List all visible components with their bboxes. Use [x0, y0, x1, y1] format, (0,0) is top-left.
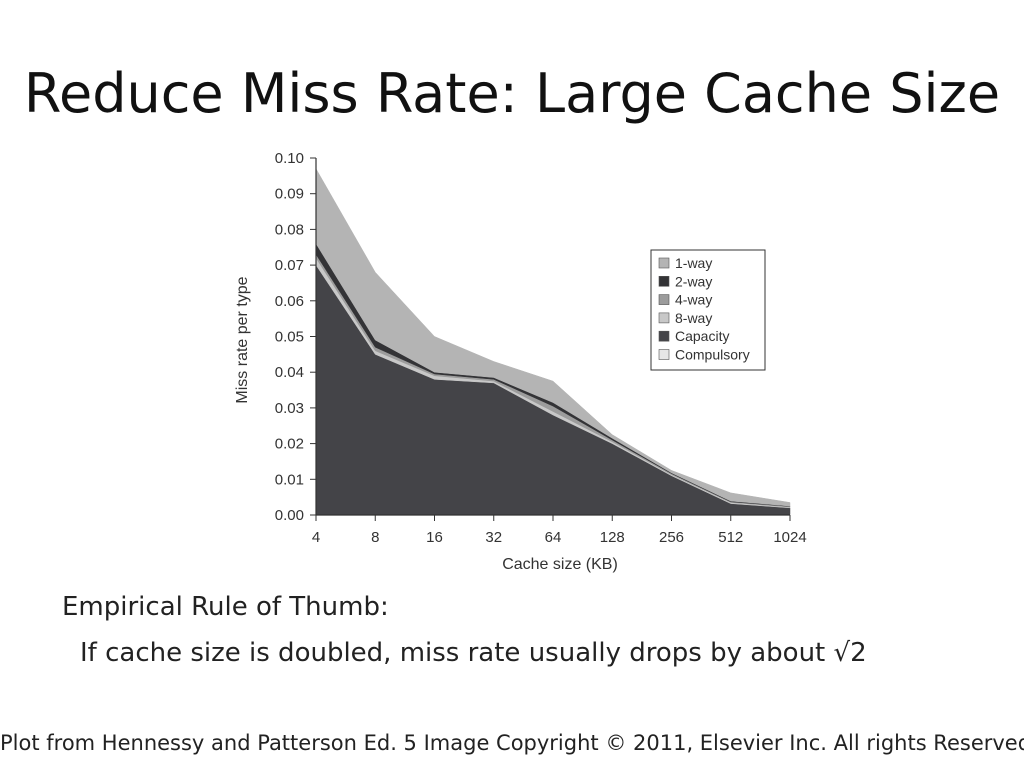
y-tick-label: 0.03 — [275, 400, 304, 417]
area-1-way — [315, 167, 791, 507]
y-tick-label: 0.01 — [275, 471, 304, 488]
slide-title: Reduce Miss Rate: Large Cache Size — [23, 62, 1001, 125]
y-tick-label: 0.02 — [275, 436, 304, 453]
rule-heading: Empirical Rule of Thumb: — [62, 592, 389, 622]
x-tick-label: 1024 — [773, 529, 806, 546]
x-tick-label: 8 — [371, 529, 379, 546]
y-tick-labels: 0.00 0.01 0.02 0.03 0.04 0.05 0.06 0.07 0.08 0.09… — [275, 150, 304, 524]
x-tick-labels: 4 8 16 32 64 128 256 512 1024 — [312, 529, 807, 546]
x-tick-label: 512 — [718, 529, 743, 546]
legend-swatch-1-way — [658, 257, 670, 269]
y-tick-label: 0.06 — [275, 293, 304, 310]
y-axis-label: Miss rate per type — [234, 276, 251, 403]
x-tick-label: 16 — [426, 529, 443, 546]
legend-label-1-way: 1-way — [675, 255, 712, 271]
legend-swatch-4-way — [658, 294, 670, 305]
chart-legend: 1-way 2-way 4-way 8-way Capacity Compulsory — [650, 249, 766, 371]
x-tick-label: 64 — [545, 529, 562, 546]
x-tick-label: 128 — [600, 529, 625, 546]
x-tick-label: 4 — [312, 529, 320, 546]
legend-label-compulsory: Compulsory — [675, 347, 750, 363]
y-tick-label: 0.08 — [275, 221, 304, 238]
legend-label-4-way: 4-way — [675, 292, 712, 308]
x-tick-label: 32 — [485, 529, 502, 546]
legend-label-capacity: Capacity — [675, 328, 729, 344]
chart-axes — [310, 157, 791, 521]
y-tick-label: 0.07 — [275, 257, 304, 274]
legend-box — [650, 249, 766, 371]
legend-swatch-2-way — [658, 275, 670, 287]
legend-swatch-capacity — [658, 330, 670, 342]
legend-swatch-compulsory — [658, 349, 670, 360]
y-tick-label: 0.10 — [275, 150, 304, 167]
y-tick-label: 0.04 — [275, 364, 304, 381]
legend-swatch-8-way — [658, 312, 670, 324]
legend-label-8-way: 8-way — [675, 310, 712, 326]
x-axis-label: Cache size (KB) — [502, 556, 618, 573]
rule-text: If cache size is doubled, miss rate usua… — [80, 638, 867, 668]
legend-label-2-way: 2-way — [675, 273, 712, 289]
y-tick-label: 0.09 — [275, 186, 304, 203]
copyright-footer: Plot from Hennessy and Patterson Ed. 5 I… — [0, 731, 1024, 755]
y-tick-label: 0.05 — [275, 329, 304, 346]
x-tick-label: 256 — [659, 529, 684, 546]
y-tick-label: 0.00 — [275, 507, 304, 524]
